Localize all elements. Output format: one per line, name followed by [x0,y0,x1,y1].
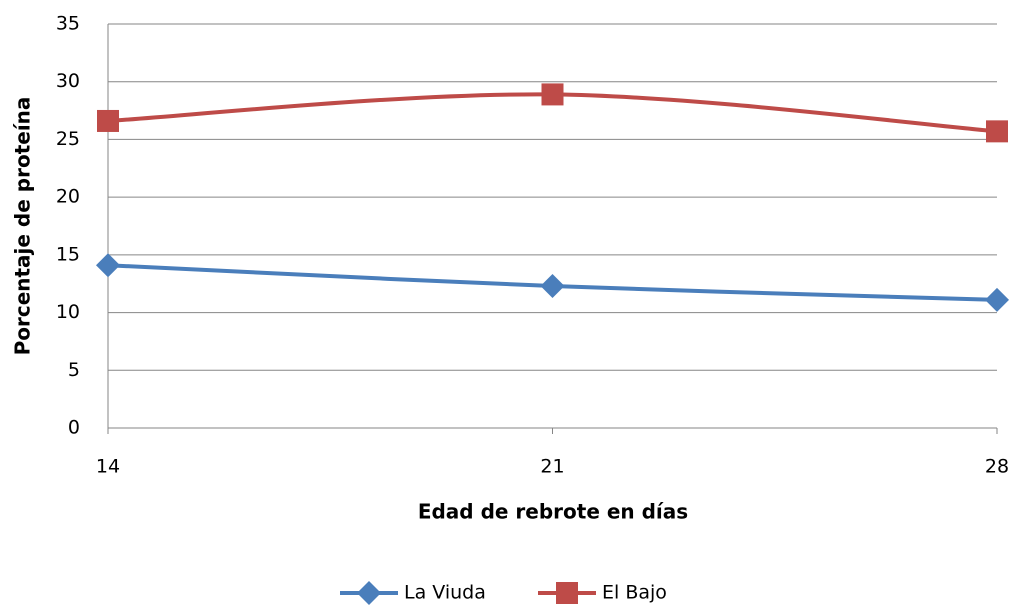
marker [556,582,578,604]
x-tick-label: 28 [985,456,1009,478]
marker [357,581,381,605]
marker [96,253,120,278]
y-tick-label: 25 [56,128,80,150]
y-tick-label: 5 [68,359,80,381]
y-tick-label: 15 [56,243,80,265]
marker [986,120,1008,143]
y-tick-label: 30 [56,70,80,92]
marker [541,83,564,106]
x-tick-label: 21 [540,456,564,478]
marker [540,274,565,299]
y-tick-label: 20 [56,186,80,208]
y-tick-label: 35 [56,13,80,35]
y-tick-label: 10 [56,301,80,323]
y-tick-label: 0 [68,417,80,439]
marker [985,287,1009,312]
legend-label: La Viuda [404,582,486,604]
y-axis-title: Porcentaje de proteína [11,97,35,356]
x-tick-label: 14 [96,456,120,478]
legend-label: El Bajo [602,582,667,604]
x-axis-title: Edad de rebrote en días [418,500,688,524]
marker [97,109,119,132]
